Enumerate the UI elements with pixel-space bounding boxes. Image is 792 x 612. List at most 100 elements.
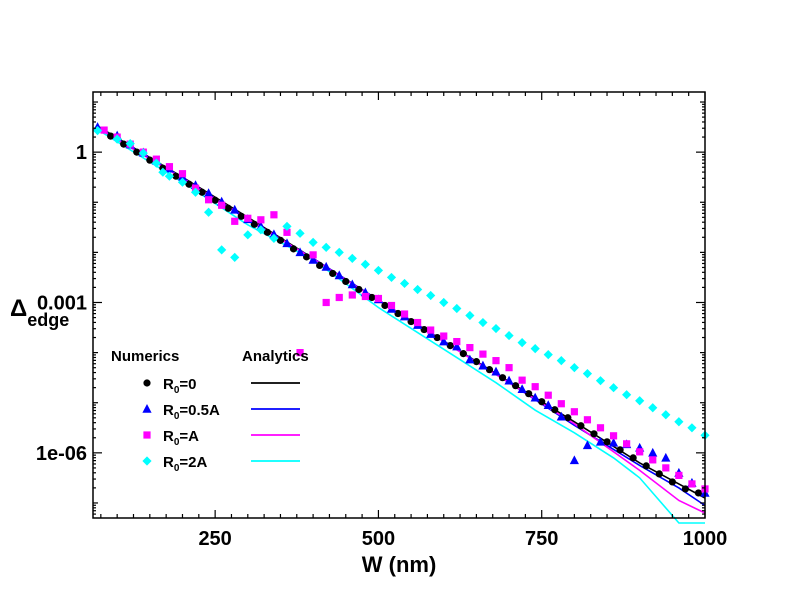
x-tick-label: 1000: [683, 528, 728, 550]
data-point: [381, 301, 389, 310]
data-point: [120, 140, 128, 148]
legend-numerics-header: Numerics: [111, 348, 179, 365]
data-point: [694, 489, 703, 497]
data-point: [556, 411, 566, 421]
data-point: [335, 293, 343, 302]
data-point: [190, 187, 201, 197]
data-point: [151, 158, 161, 168]
data-point: [518, 376, 526, 384]
data-point: [178, 170, 187, 178]
data-point: [569, 363, 579, 373]
data-point: [289, 245, 298, 253]
data-point: [185, 180, 193, 188]
data-point: [661, 410, 671, 420]
data-point: [230, 252, 240, 262]
axis-ticks: 250 500 750 1000 1 0.001 1e-06: [36, 92, 727, 550]
data-point: [368, 293, 376, 302]
data-point: [472, 358, 480, 366]
data-point: [217, 245, 227, 255]
legend-entry: R0=A: [143, 428, 300, 448]
data-point: [295, 247, 305, 257]
data-point: [308, 254, 318, 264]
data-point: [373, 265, 384, 276]
data-point: [230, 204, 240, 214]
data-point: [655, 470, 663, 478]
data-point: [270, 211, 278, 219]
data-point: [334, 270, 344, 280]
data-point: [543, 350, 553, 360]
data-point: [491, 366, 501, 376]
data-point: [347, 253, 357, 263]
data-point: [465, 310, 475, 321]
data-point: [269, 229, 279, 239]
data-point: [452, 303, 462, 314]
data-point: [517, 337, 527, 348]
data-point: [603, 438, 611, 446]
legend-marker: [142, 456, 152, 466]
data-point: [282, 221, 292, 231]
data-point: [452, 341, 462, 351]
data-point: [446, 341, 454, 350]
data-point: [427, 326, 435, 334]
data-point: [302, 253, 311, 261]
data-point: [413, 284, 423, 295]
x-axis-title: W (nm): [362, 552, 437, 577]
data-point: [608, 437, 619, 447]
data-point: [649, 456, 657, 464]
data-point: [453, 337, 461, 346]
data-point: [662, 464, 670, 472]
data-point: [498, 374, 507, 382]
data-point: [544, 391, 552, 399]
data-point: [276, 236, 285, 244]
data-point: [608, 383, 619, 393]
data-point: [257, 216, 265, 224]
y-tick-label: 1: [76, 142, 87, 164]
data-point: [224, 204, 232, 212]
y-axis-title-main: Δ: [10, 295, 27, 322]
data-point: [158, 167, 168, 177]
data-point: [491, 323, 501, 334]
data-point: [582, 369, 593, 379]
legend-analytics-header: Analytics: [242, 348, 309, 365]
data-point: [596, 424, 605, 432]
data-point: [420, 325, 428, 334]
data-point: [525, 390, 533, 398]
legend-label: R0=A: [163, 428, 199, 448]
legend-entry: R0=0.5A: [142, 402, 300, 422]
data-point: [237, 212, 245, 220]
data-point: [569, 455, 579, 465]
data-point: [648, 447, 658, 457]
data-point: [648, 403, 658, 413]
data-point: [440, 332, 448, 340]
data-point: [256, 225, 266, 235]
data-point: [231, 217, 239, 225]
data-point: [609, 432, 618, 440]
data-point: [687, 423, 697, 433]
data-point: [570, 408, 578, 416]
legend-label: R0=0.5A: [163, 402, 220, 422]
data-point: [322, 298, 330, 307]
x-tick-label: 250: [198, 528, 231, 550]
y-axis-title: Δedge: [10, 295, 69, 330]
data-point: [426, 290, 436, 301]
data-point: [283, 228, 291, 236]
legend-entry: R0=0: [143, 376, 300, 396]
data-point: [316, 261, 324, 270]
data-point: [479, 350, 487, 358]
data-point: [309, 251, 317, 259]
data-point: [590, 430, 598, 438]
data-point: [177, 177, 188, 187]
data-point: [133, 148, 141, 156]
data-point: [538, 398, 546, 406]
x-tick-label: 500: [362, 528, 395, 550]
data-point: [387, 301, 396, 310]
y-tick-label: 1e-06: [36, 443, 87, 465]
data-point: [564, 414, 572, 422]
series-r0-2a-numerics: [92, 125, 710, 440]
data-point: [138, 148, 148, 158]
data-point: [622, 390, 632, 400]
data-point: [282, 238, 292, 248]
legend-label: R0=0: [163, 376, 197, 396]
data-point: [347, 279, 357, 289]
